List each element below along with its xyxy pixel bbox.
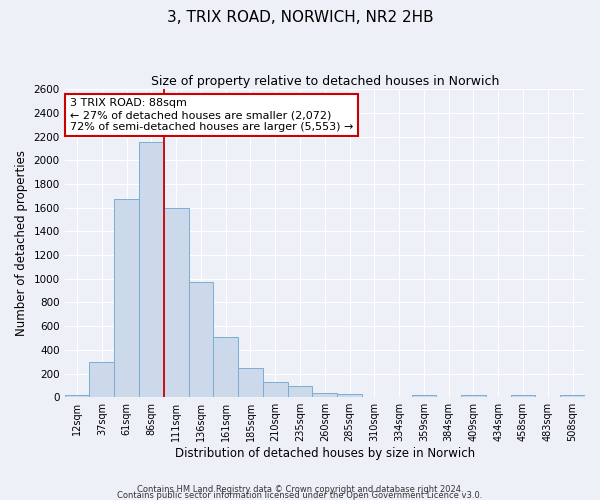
X-axis label: Distribution of detached houses by size in Norwich: Distribution of detached houses by size … [175, 447, 475, 460]
Bar [287, 386, 313, 397]
Bar [164, 208, 188, 397]
Text: 3 TRIX ROAD: 88sqm
← 27% of detached houses are smaller (2,072)
72% of semi-deta: 3 TRIX ROAD: 88sqm ← 27% of detached hou… [70, 98, 353, 132]
Text: 3, TRIX ROAD, NORWICH, NR2 2HB: 3, TRIX ROAD, NORWICH, NR2 2HB [167, 10, 433, 25]
Bar [412, 395, 436, 397]
Bar [461, 396, 486, 397]
Bar [214, 338, 238, 397]
Bar [313, 393, 337, 397]
Bar [560, 396, 585, 397]
Text: Contains HM Land Registry data © Crown copyright and database right 2024.: Contains HM Land Registry data © Crown c… [137, 484, 463, 494]
Bar [89, 362, 114, 397]
Bar [337, 394, 362, 397]
Bar [114, 200, 139, 397]
Bar [238, 368, 263, 397]
Bar [511, 395, 535, 397]
Title: Size of property relative to detached houses in Norwich: Size of property relative to detached ho… [151, 75, 499, 88]
Bar [188, 282, 214, 397]
Y-axis label: Number of detached properties: Number of detached properties [15, 150, 28, 336]
Bar [263, 382, 287, 397]
Bar [65, 395, 89, 397]
Bar [139, 142, 164, 397]
Text: Contains public sector information licensed under the Open Government Licence v3: Contains public sector information licen… [118, 490, 482, 500]
